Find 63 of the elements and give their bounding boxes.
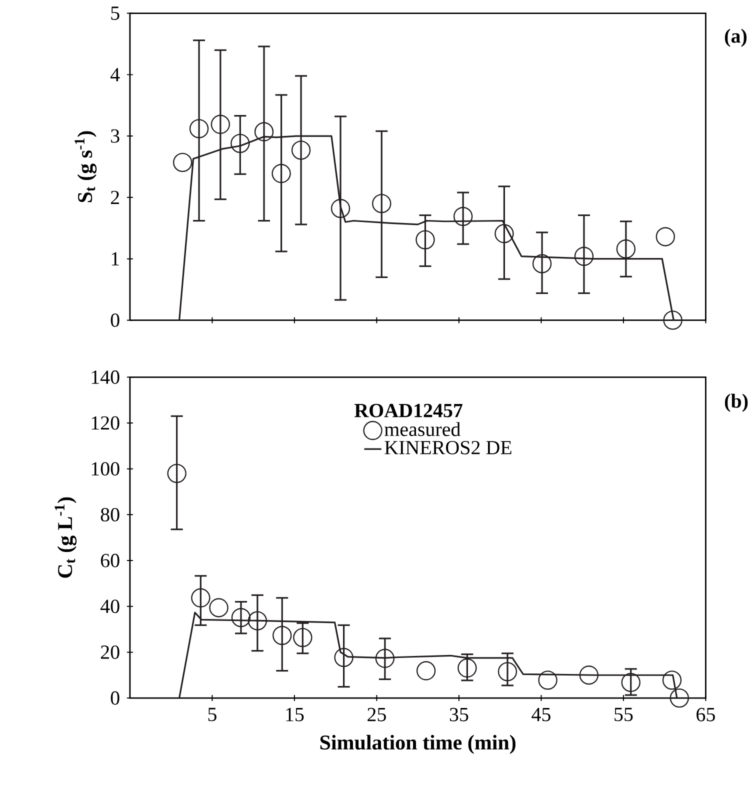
- y-axis-title: C$_{t}$ (g L$^{-1}$): [54, 497, 76, 578]
- point: [372, 194, 392, 214]
- x-tick-label: 25: [367, 708, 386, 722]
- point: [231, 608, 250, 628]
- point: [670, 688, 689, 708]
- y-tick-label: 20: [100, 645, 120, 659]
- point: [453, 206, 473, 226]
- y-axis-title: S$_{t}$ (g s$^{-1}$): [74, 131, 96, 202]
- x-tick-label: 5: [208, 708, 216, 722]
- x-tick-label: 55: [614, 708, 633, 722]
- point: [375, 648, 394, 668]
- y-tick-label: 40: [100, 600, 120, 614]
- point: [230, 134, 250, 154]
- point: [334, 648, 354, 668]
- y-tick-label: 60: [100, 554, 120, 568]
- y-tick-label: 4: [110, 68, 120, 82]
- x-tick-label: 65: [696, 708, 715, 722]
- y-tick-label: 120: [92, 416, 120, 430]
- point: [254, 122, 274, 142]
- text: (a): [724, 28, 746, 47]
- point: [662, 670, 682, 690]
- point: [416, 230, 435, 250]
- x-tick-label: 35: [450, 708, 468, 722]
- legend-label: KINEROS2 DE: [384, 440, 512, 454]
- point: [663, 310, 682, 330]
- point: [457, 658, 477, 678]
- point: [574, 246, 594, 266]
- y-tick-label: 5: [111, 6, 120, 20]
- point: [579, 666, 598, 685]
- x-tick-label: 45: [532, 708, 550, 722]
- y-tick-label: 0: [110, 313, 120, 327]
- point: [498, 662, 517, 682]
- y-tick-label: 0: [110, 691, 120, 705]
- point: [416, 661, 436, 680]
- point: [272, 164, 291, 184]
- legend-label: measured: [384, 422, 460, 436]
- point: [330, 198, 350, 218]
- point: [291, 140, 311, 160]
- point: [532, 254, 552, 274]
- point: [167, 464, 186, 484]
- y-tick-label: 100: [92, 462, 120, 476]
- point: [272, 626, 292, 646]
- y-tick-label: 2: [110, 190, 119, 204]
- point: [172, 152, 192, 172]
- y-tick-label: 1: [112, 252, 119, 266]
- point: [656, 227, 675, 246]
- legend-title: ROAD12457: [354, 404, 462, 418]
- point: [248, 611, 267, 630]
- text: (b): [724, 394, 748, 412]
- y-tick-label: 3: [110, 129, 120, 143]
- point: [494, 224, 514, 244]
- y-tick-label: 80: [100, 508, 120, 522]
- point: [190, 588, 210, 608]
- point: [209, 598, 228, 618]
- x-tick-label: 15: [286, 708, 304, 722]
- x-axis-title: Simulation time (min): [320, 734, 516, 754]
- point: [292, 628, 312, 648]
- point: [538, 670, 558, 690]
- y-tick-label: 140: [92, 370, 120, 384]
- point: [189, 119, 209, 138]
- point: [621, 672, 640, 692]
- point: [616, 239, 636, 259]
- point: [210, 114, 230, 134]
